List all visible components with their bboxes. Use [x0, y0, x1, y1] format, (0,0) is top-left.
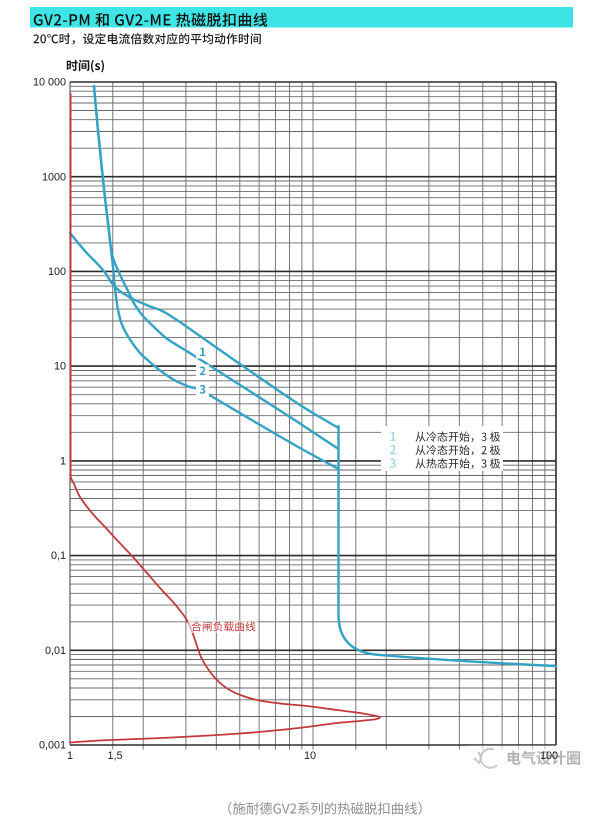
svg-text:0,01: 0,01 [45, 645, 66, 657]
svg-text:100: 100 [540, 750, 558, 762]
svg-text:10: 10 [54, 361, 66, 373]
svg-text:1: 1 [67, 750, 73, 762]
svg-text:100: 100 [48, 266, 66, 278]
svg-text:1,5: 1,5 [107, 750, 122, 762]
svg-text:1000: 1000 [42, 171, 66, 183]
svg-text:0,1: 0,1 [51, 550, 66, 562]
svg-text:10 000: 10 000 [33, 77, 66, 89]
svg-text:1: 1 [60, 456, 66, 468]
svg-text:10: 10 [304, 750, 316, 762]
svg-text:0,001: 0,001 [39, 740, 66, 752]
